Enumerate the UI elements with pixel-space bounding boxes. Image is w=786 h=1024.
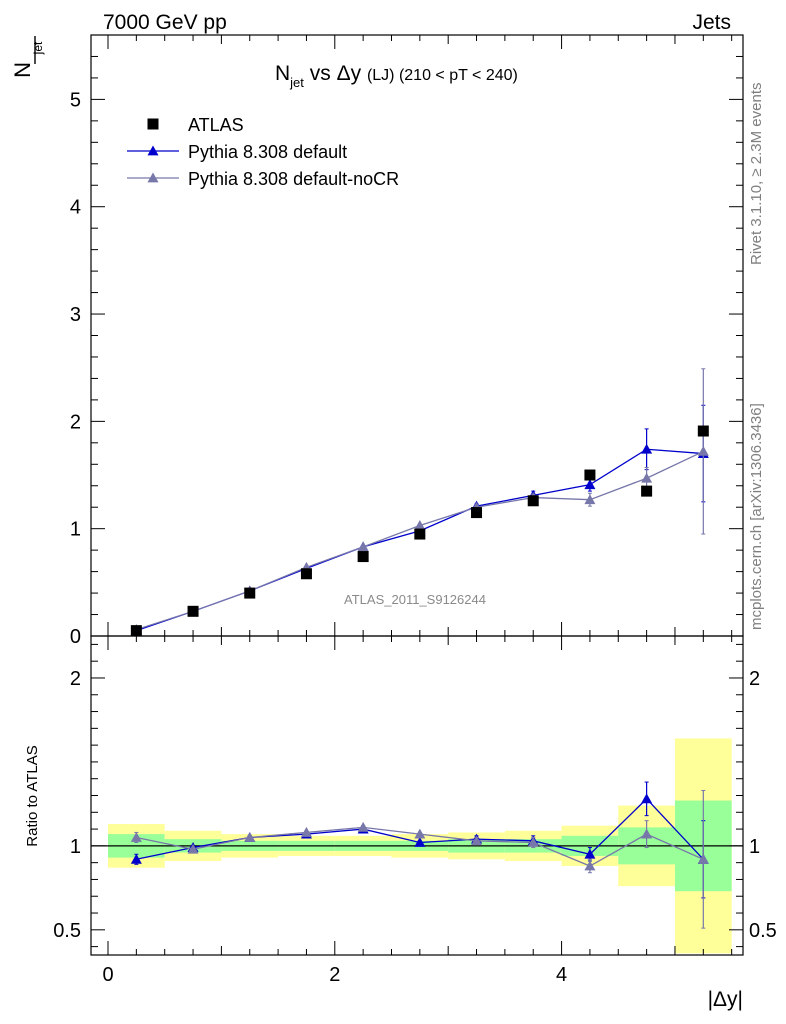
ratio-ytick-label: 2 — [70, 668, 81, 690]
legend-label: Pythia 8.308 default-noCR — [188, 169, 399, 189]
ratio-xlabel: |Δy| — [708, 988, 743, 1011]
ratio-ytick-label: 1 — [70, 836, 81, 858]
svg-text:Njet vs Δy (LJ) (210 < pT < 24: Njet vs Δy (LJ) (210 < pT < 240) — [275, 62, 518, 90]
energy-label: 7000 GeV pp — [103, 11, 227, 34]
ratio-point-nocr — [414, 828, 426, 839]
ratio-point-nocr — [357, 821, 369, 832]
ratio-xtick-label: 4 — [556, 964, 567, 986]
ratio-point-default — [414, 837, 426, 847]
ratio-ytick-label-right: 2 — [749, 668, 760, 690]
main-point-default — [584, 479, 596, 490]
main-axes: 0 1 2 3 4 5 — [70, 34, 744, 648]
main-ytick-label: 3 — [70, 304, 81, 326]
legend-marker — [147, 172, 159, 183]
ratio-point-nocr — [641, 828, 653, 839]
category-label: Jets — [692, 11, 731, 34]
ratio-frame — [90, 635, 744, 956]
main-ylabel-symbol: N — [10, 62, 35, 78]
main-ytick-label: 1 — [70, 519, 81, 541]
main-point-atlas — [641, 485, 653, 497]
main-ytick-label: 5 — [70, 89, 81, 111]
main-point-default — [641, 443, 653, 454]
ratio-ylabel: Ratio to ATLAS — [24, 745, 41, 846]
main-point-atlas — [471, 507, 483, 519]
ratio-point-default — [641, 793, 653, 804]
legend-marker-atlas — [147, 118, 159, 130]
rivet-label: Rivet 3.1.10, ≥ 2.3M events — [748, 83, 765, 266]
ratio-point-default — [584, 848, 596, 859]
ratio-point-nocr — [471, 835, 483, 846]
main-title: Njet vs Δy (LJ) (210 < pT < 240) — [275, 62, 518, 90]
ratio-point-nocr — [527, 837, 539, 847]
ratio-ytick-label: 0.5 — [53, 920, 81, 942]
legend-label: ATLAS — [188, 115, 244, 135]
ratio-xtick-label: 0 — [102, 964, 113, 986]
legend-marker — [147, 145, 159, 156]
main-data-layer — [130, 368, 709, 637]
title-vs: vs Δy — [304, 62, 367, 85]
main-point-atlas — [357, 551, 369, 563]
main-point-nocr — [697, 445, 709, 456]
main-point-atlas — [584, 469, 596, 481]
main-ytick-label: 0 — [70, 626, 81, 648]
main-point-nocr — [584, 494, 596, 505]
main-point-atlas — [244, 587, 256, 599]
main-point-nocr — [414, 519, 426, 530]
title-sub: jet — [289, 75, 304, 90]
main-point-atlas — [187, 605, 199, 617]
ratio-ytick-label-right: 1 — [749, 836, 760, 858]
legend-label: Pythia 8.308 default — [188, 142, 347, 162]
ratio-point-nocr — [300, 826, 312, 837]
ratio-point-nocr — [244, 831, 256, 842]
main-point-nocr — [357, 541, 369, 552]
main-ylabel-sub: jet — [31, 41, 45, 55]
ratio-axes: 0.5 0.5 1 1 2 2 0 2 4 — [53, 635, 777, 986]
ratio-point-nocr — [130, 831, 142, 842]
ratio-point-nocr — [584, 860, 596, 871]
ratio-ytick-label-right: 0.5 — [749, 920, 777, 942]
main-point-nocr — [641, 472, 653, 483]
main-point-atlas — [414, 528, 426, 540]
title-tag: (LJ) (210 < pT < 240) — [367, 67, 518, 84]
mcplots-label: mcplots.cern.ch [arXiv:1306.3436] — [748, 403, 765, 630]
main-point-atlas — [300, 568, 312, 580]
ratio-xtick-label: 2 — [329, 964, 340, 986]
main-point-atlas — [527, 495, 539, 507]
title-main: N — [275, 62, 290, 85]
ratio-point-nocr — [187, 843, 199, 854]
analysis-watermark: ATLAS_2011_S9126244 — [344, 592, 486, 607]
ratio-data-layer — [91, 781, 743, 929]
ratio-point-nocr — [697, 853, 709, 864]
ratio-point-default — [130, 853, 142, 864]
main-ytick-label: 4 — [70, 197, 81, 219]
main-point-atlas — [697, 425, 709, 437]
main-ytick-label: 2 — [70, 411, 81, 433]
legend: ATLAS Pythia 8.308 default Pythia 8.308 de… — [127, 115, 399, 189]
main-ylabel: N jet — [10, 36, 45, 78]
